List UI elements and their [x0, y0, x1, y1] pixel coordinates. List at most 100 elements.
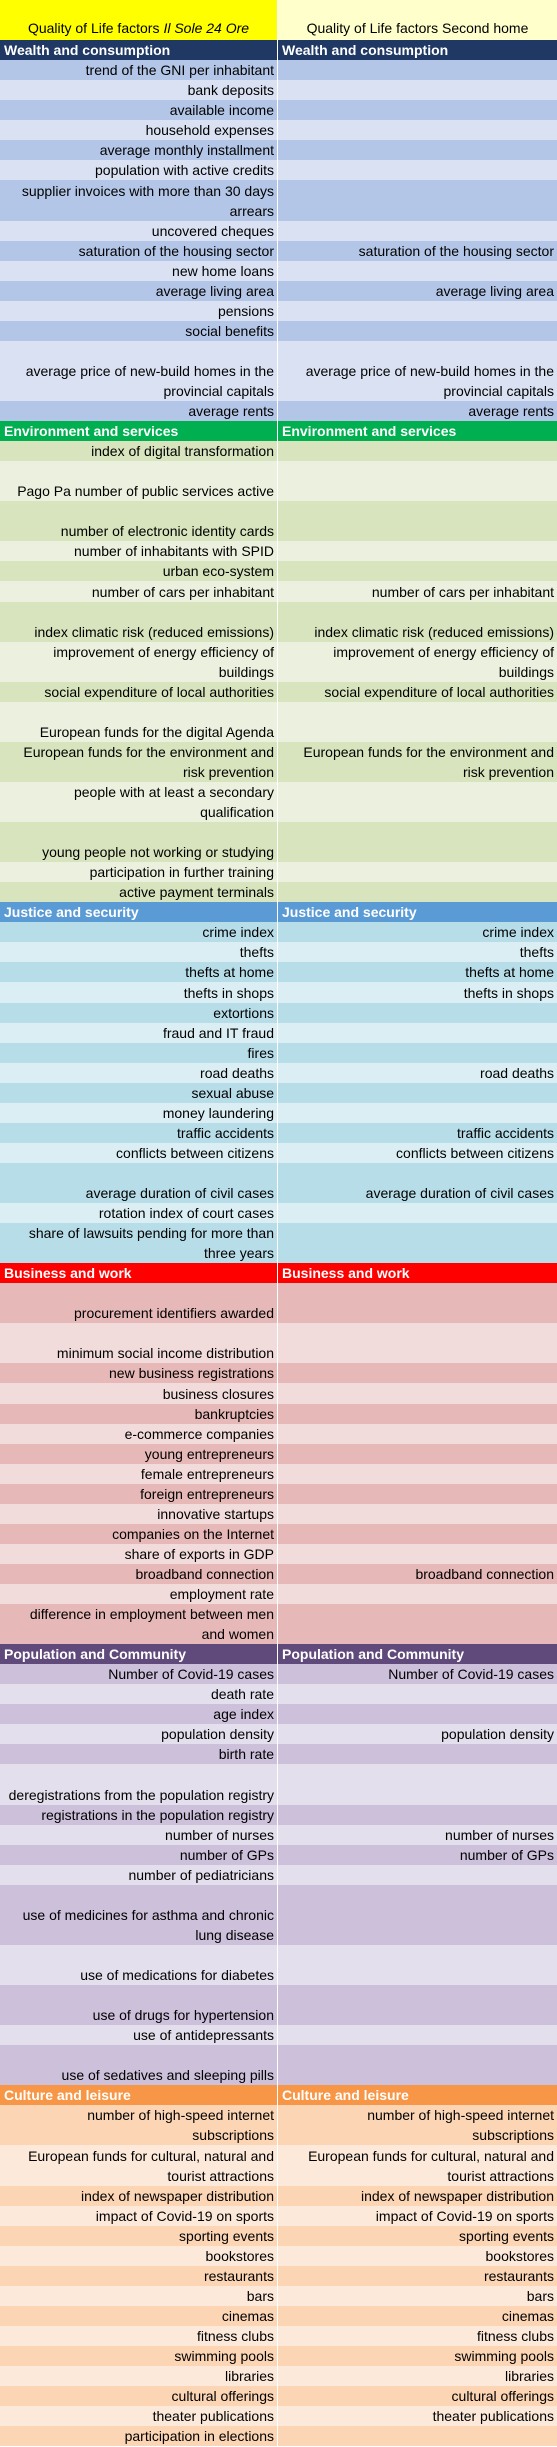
il-sole-factor: participation in elections [0, 2426, 278, 2447]
il-sole-factor: impact of Covid-19 on sports [0, 2205, 278, 2226]
il-sole-factor: number of nurses [0, 1824, 278, 1845]
factor-row: new home loans [0, 260, 557, 281]
second-home-factor [278, 1103, 557, 1123]
second-home-factor [278, 882, 557, 902]
second-home-factor: swimming pools [454, 2347, 554, 2364]
factor-row: bars bars [0, 2285, 557, 2306]
factor-row: crime index crime index [0, 922, 557, 943]
factor-row: average duration of civil cases average d… [0, 1162, 557, 1204]
second-home-factor: number of GPs [459, 1846, 554, 1863]
factor-row: use of sedatives and sleeping pills [0, 2045, 557, 2086]
second-home-factor: number of nurses [445, 1826, 554, 1843]
section-title: Justice and security [0, 902, 278, 923]
il-sole-factor: population with active credits [0, 160, 278, 181]
second-home-factor [278, 1043, 557, 1063]
il-sole-factor: use of antidepressants [0, 2025, 278, 2046]
section-header-row: Business and work Business and work [0, 1263, 557, 1284]
second-home-factor: index of newspaper distribution [360, 2187, 554, 2204]
il-sole-factor: average price of new-build homes in the … [0, 340, 278, 401]
il-sole-factor: deregistrations from the population regi… [0, 1764, 278, 1805]
il-sole-factor: theater publications [0, 2406, 278, 2427]
factor-row: age index [0, 1704, 557, 1725]
second-home-factor [278, 1704, 557, 1724]
second-home-factor: bars [526, 2287, 554, 2304]
factor-row: bookstores bookstores [0, 2245, 557, 2266]
second-home-factor [278, 561, 557, 581]
factor-row: registrations in the population registry [0, 1804, 557, 1825]
il-sole-factor: European funds for the environment and r… [0, 741, 278, 782]
factor-row: use of drugs for hypertension [0, 1984, 557, 2026]
second-home-factor [278, 1985, 557, 2025]
factor-row: fraud and IT fraud [0, 1022, 557, 1043]
second-home-factor: average price of new-build homes in the … [305, 363, 554, 399]
section-title: Business and work [282, 1265, 410, 1282]
second-home-factor [278, 261, 557, 281]
il-sole-factor: extortions [0, 1002, 278, 1023]
factor-row: European funds for the digital Agenda [0, 701, 557, 742]
second-home-factor: road deaths [480, 1064, 554, 1081]
second-home-factor [278, 1945, 557, 1985]
il-sole-factor: participation in further training [0, 862, 278, 883]
second-home-factor: sporting events [459, 2227, 554, 2244]
second-home-factor [278, 1544, 557, 1564]
section-header-row: Environment and services Environment and … [0, 421, 557, 442]
second-home-factor [278, 702, 557, 742]
second-home-factor [278, 1865, 557, 1885]
factor-row: companies on the Internet [0, 1523, 557, 1544]
second-home-factor [278, 1764, 557, 1804]
second-home-factor: restaurants [483, 2267, 554, 2284]
factor-row: index of newspaper distribution index of … [0, 2185, 557, 2206]
second-home-factor: Number of Covid-19 cases [388, 1666, 554, 1683]
factor-row: innovative startups [0, 1503, 557, 1524]
factor-row: supplier invoices with more than 30 days… [0, 180, 557, 221]
factor-row: e-commerce companies [0, 1423, 557, 1444]
second-home-factor [278, 80, 557, 100]
il-sole-factor: share of exports in GDP [0, 1543, 278, 1564]
second-home-factor [278, 1464, 557, 1484]
factor-row: broadband connection broadband connection [0, 1563, 557, 1584]
factor-row: thefts thefts [0, 942, 557, 963]
factor-row: use of antidepressants [0, 2025, 557, 2046]
factor-row: traffic accidents traffic accidents [0, 1122, 557, 1143]
factor-row: swimming pools swimming pools [0, 2345, 557, 2366]
second-home-factor [278, 1023, 557, 1043]
second-home-factor: traffic accidents [456, 1124, 554, 1141]
second-home-factor [278, 1484, 557, 1504]
factor-row: number of high-speed internet subscripti… [0, 2105, 557, 2146]
il-sole-factor: crime index [0, 922, 278, 943]
second-home-factor: thefts in shops [463, 984, 554, 1001]
second-home-factor [278, 1383, 557, 1403]
factor-row: money laundering [0, 1102, 557, 1123]
section-title: Culture and leisure [282, 2087, 409, 2104]
factor-row: employment rate [0, 1583, 557, 1604]
il-sole-factor: average monthly installment [0, 140, 278, 161]
second-home-factor [278, 1805, 557, 1825]
il-sole-factor: thefts at home [0, 962, 278, 983]
factor-row: procurement identifiers awarded [0, 1283, 557, 1324]
second-home-factor: social expenditure of local authorities [324, 683, 554, 700]
factor-row: rotation index of court cases [0, 1203, 557, 1224]
factor-row: European funds for the environment and r… [0, 741, 557, 782]
factor-row: index of digital transformation [0, 441, 557, 462]
factor-row: average monthly installment [0, 140, 557, 161]
factor-row: use of medications for diabetes [0, 1944, 557, 1985]
factor-row: impact of Covid-19 on sports impact of Co… [0, 2205, 557, 2226]
il-sole-factor: broadband connection [0, 1563, 278, 1584]
second-home-factor [278, 221, 557, 241]
second-home-factor [278, 501, 557, 541]
il-sole-factor: thefts in shops [0, 982, 278, 1003]
second-home-factor: crime index [482, 924, 554, 941]
second-home-factor [278, 1203, 557, 1223]
section-title: Business and work [0, 1263, 278, 1284]
il-sole-factor: traffic accidents [0, 1122, 278, 1143]
il-sole-factor: pensions [0, 300, 278, 321]
second-home-factor: average duration of civil cases [365, 1185, 554, 1202]
factor-row: active payment terminals [0, 882, 557, 903]
il-sole-factor: age index [0, 1704, 278, 1725]
il-sole-factor: use of medications for diabetes [0, 1944, 278, 1985]
il-sole-factor: libraries [0, 2365, 278, 2386]
factor-row: sporting events sporting events [0, 2225, 557, 2246]
il-sole-factor: Number of Covid-19 cases [0, 1664, 278, 1685]
il-sole-factor: foreign entrepreneurs [0, 1483, 278, 1504]
second-home-factor [278, 1424, 557, 1444]
